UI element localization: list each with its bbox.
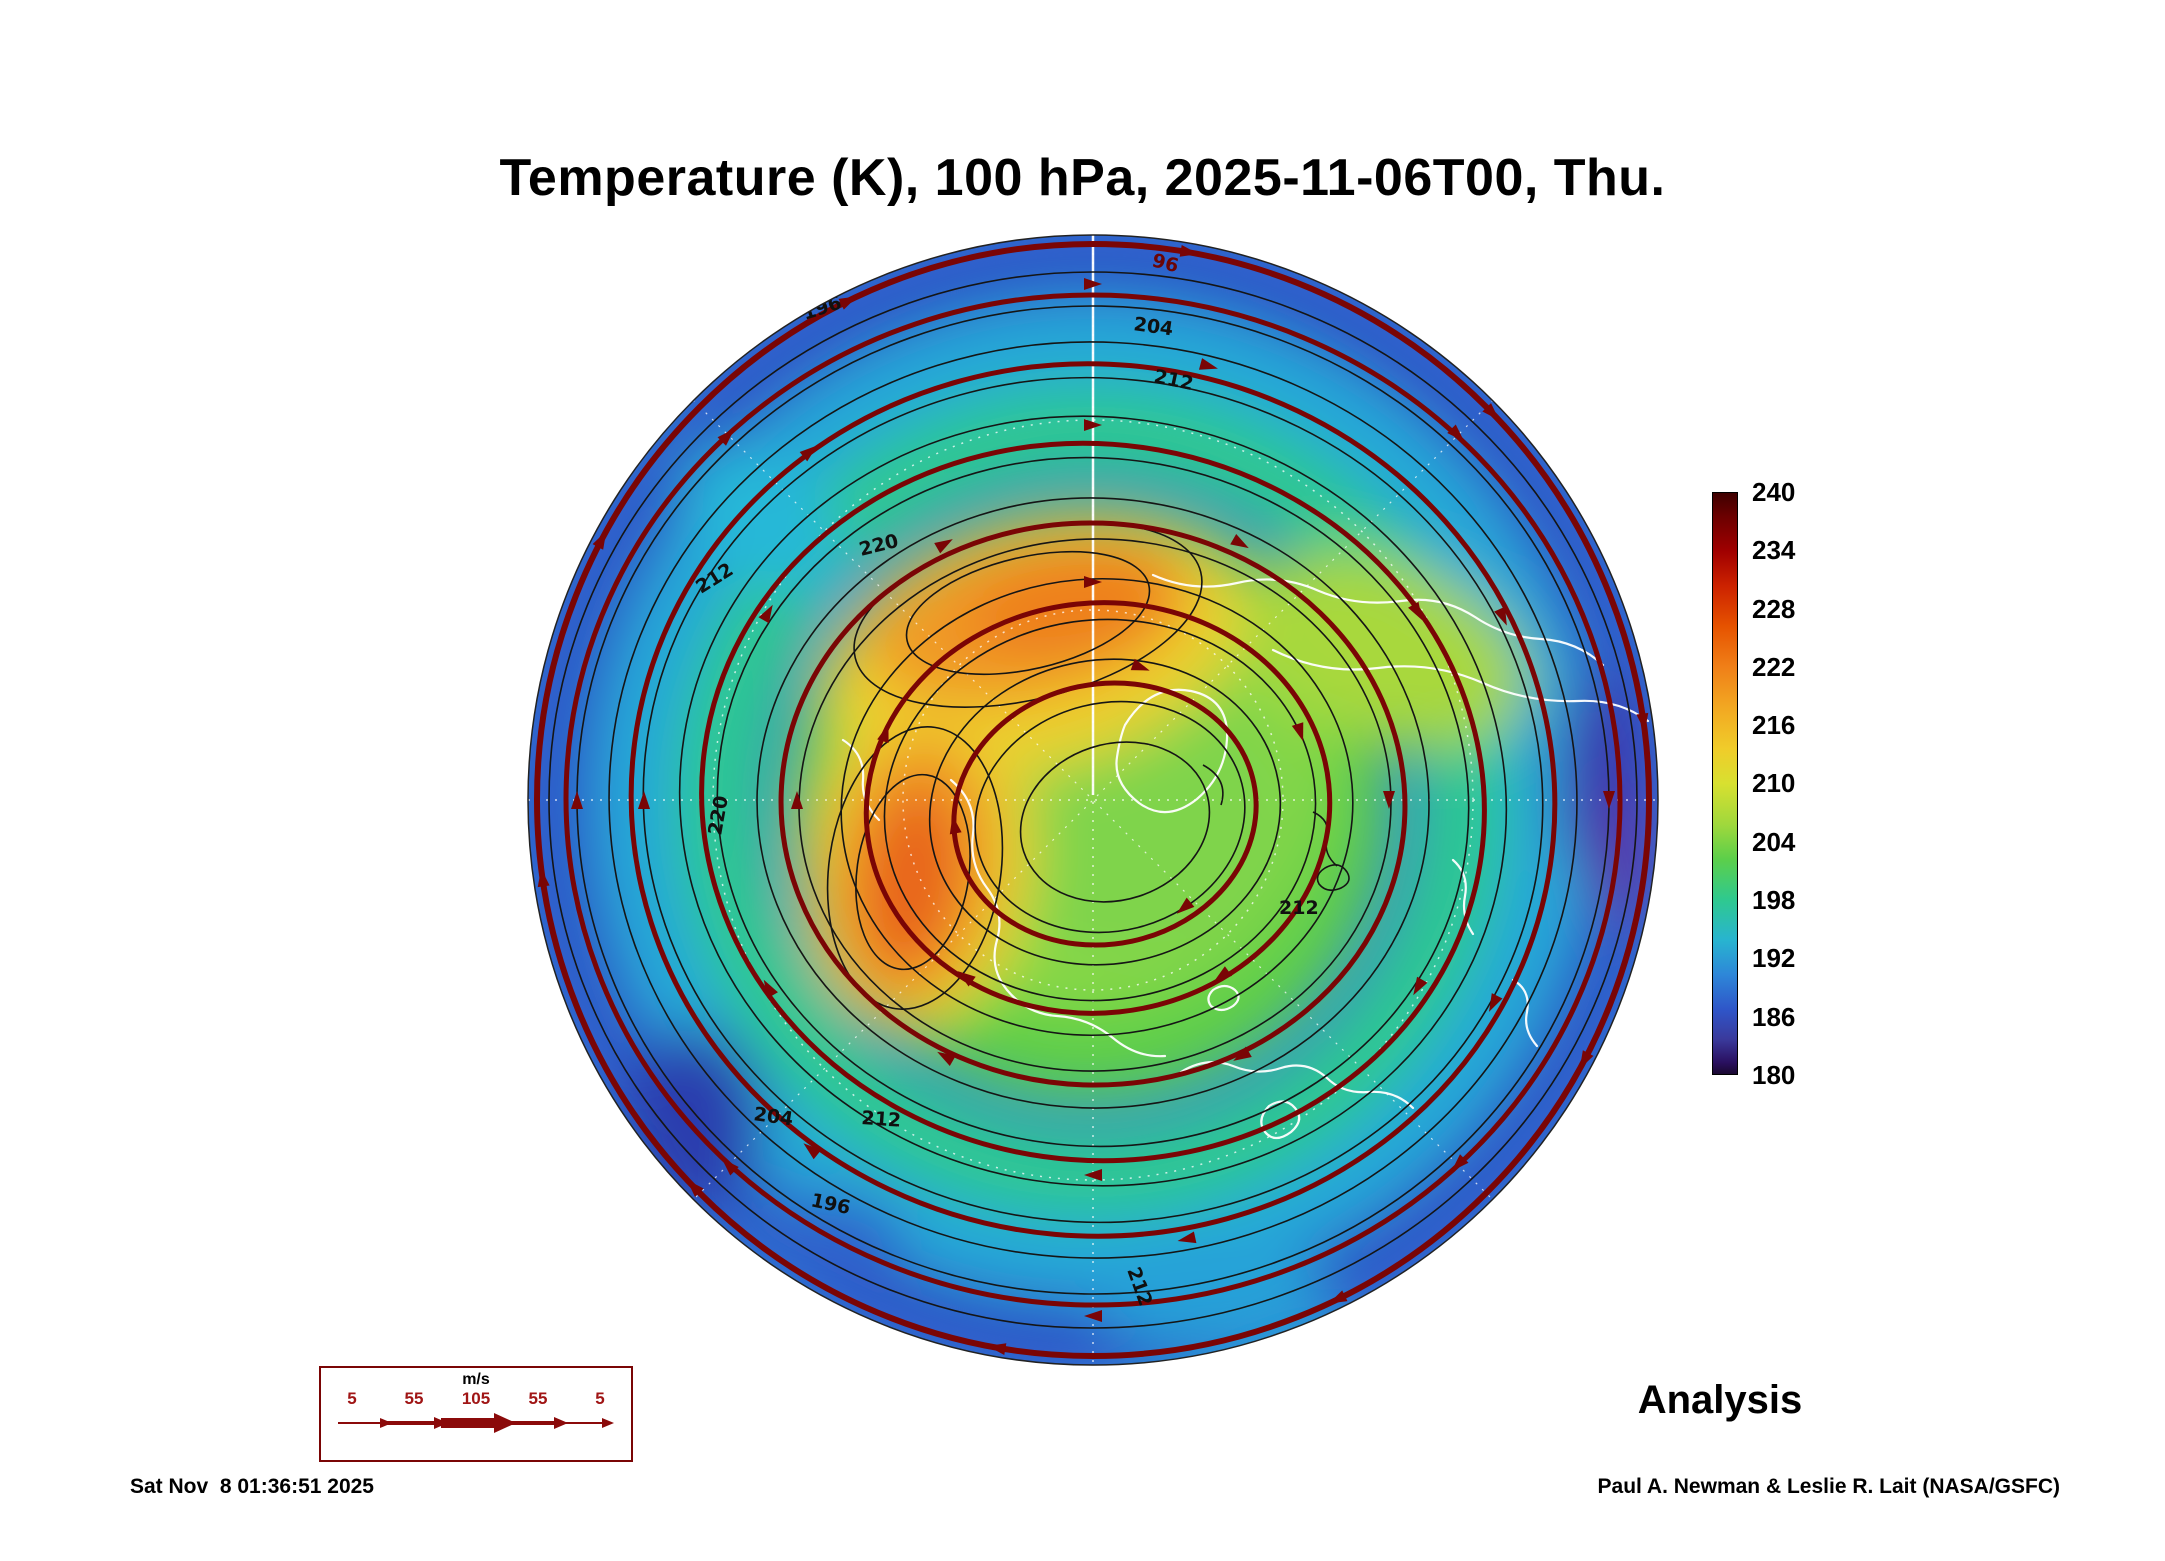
colorbar-tick: 180 [1752,1059,1796,1090]
contour-label: 204 [1132,313,1174,340]
colorbar-tick: 192 [1752,943,1796,974]
colorbar-tick: 210 [1752,768,1796,799]
credit: Paul A. Newman & Leslie R. Lait (NASA/GS… [1597,1475,2060,1498]
analysis-label: Analysis [1637,1378,1803,1422]
temperature-contours [548,271,1638,1329]
wind-legend-units: m/s [462,1371,490,1388]
wind-legend-arrow [338,1413,614,1433]
colorbar-gradient [1712,492,1738,1075]
polar-map: 96 196 204 212 220 212 220 212 204 212 1… [527,234,1659,1366]
timestamp: Sat Nov 8 01:36:51 2025 [130,1475,374,1498]
colorbar-tick: 186 [1752,1001,1796,1032]
wind-legend-value: 105 [461,1389,491,1408]
wind-legend-values: 5 55 105 55 5 [321,1389,631,1409]
colorbar-tick: 228 [1752,593,1796,624]
page-title: Temperature (K), 100 hPa, 2025-11-06T00,… [499,149,1666,207]
colorbar-tick: 198 [1752,885,1796,916]
graticule [528,235,1658,1365]
wind-streamlines [534,241,1652,1359]
colorbar-tick-labels: 240 234 228 222 216 210 204 198 192 186 … [1752,479,1795,1088]
colorbar-tick: 240 [1752,477,1796,507]
wind-legend-value: 5 [595,1389,605,1408]
colorbar-tick: 222 [1752,651,1796,682]
contour-label: 204 [752,1103,794,1130]
wind-legend-value: 5 [347,1389,357,1408]
colorbar-tick: 216 [1752,710,1796,741]
colorbar-tick: 234 [1752,535,1796,566]
wind-legend-value: 55 [404,1389,424,1408]
wind-legend-value: 55 [528,1389,548,1408]
wind-speed-legend: m/s 5 55 105 55 5 [319,1366,633,1462]
globe-rim [527,234,1659,1366]
contour-label: 212 [861,1107,902,1132]
contour-label: 212 [1279,897,1319,919]
colorbar-tick: 204 [1752,826,1796,857]
